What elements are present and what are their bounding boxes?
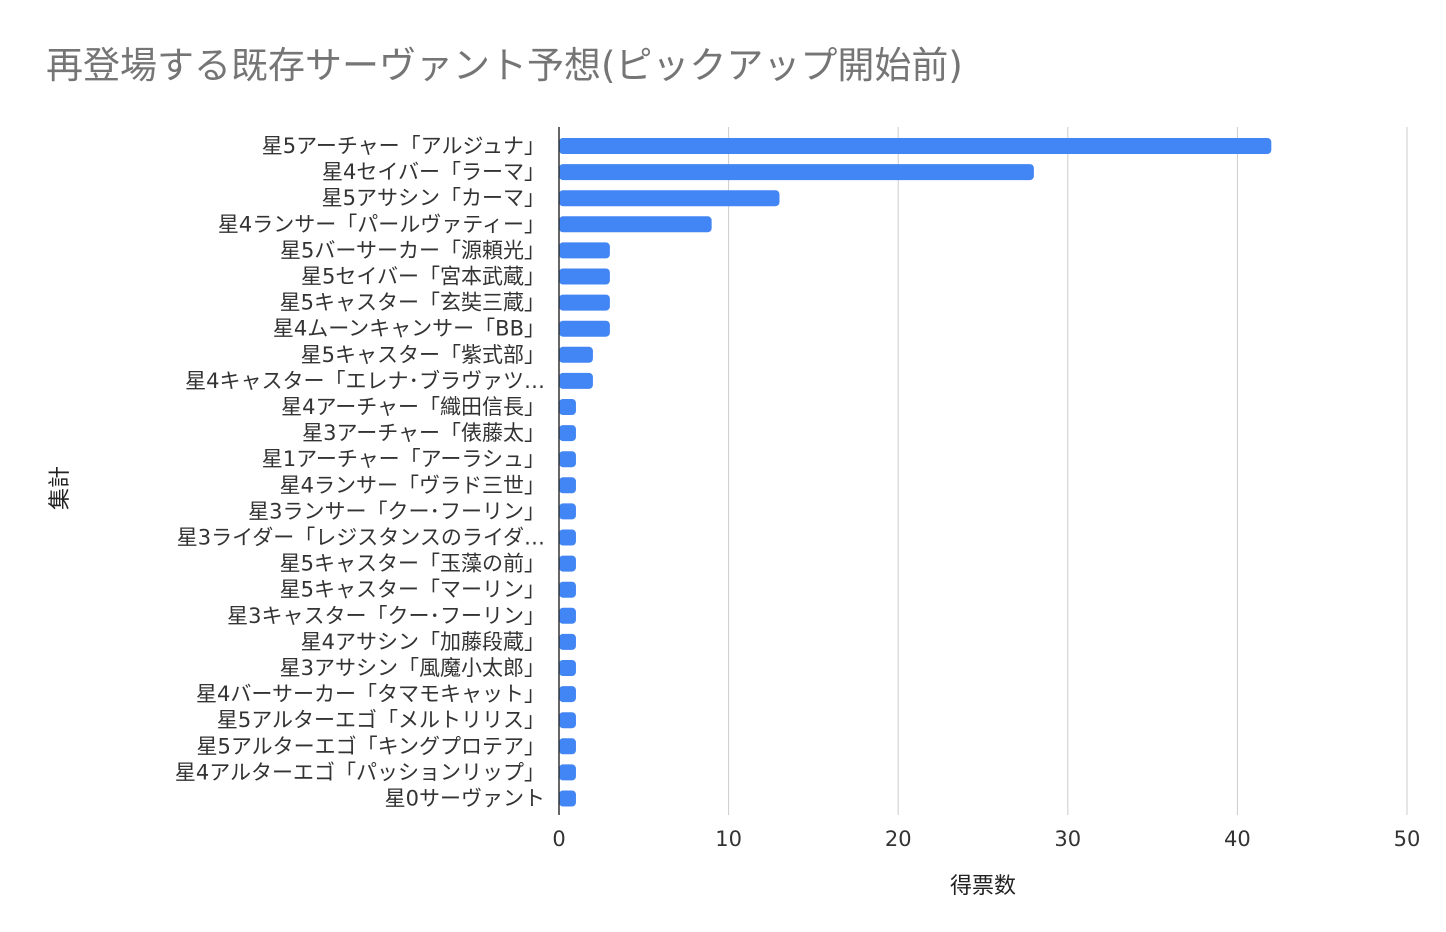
bar <box>559 164 1034 181</box>
bar <box>559 294 610 311</box>
bar <box>559 686 576 703</box>
bar <box>559 764 576 781</box>
x-axis-title: 得票数 <box>950 874 1016 899</box>
bar <box>559 216 712 233</box>
x-tick-label: 10 <box>715 827 742 851</box>
bar <box>559 581 576 598</box>
category-labels: 星5アーチャー「アルジュナ」星4セイバー「ラーマ」星5アサシン「カーマ」星4ラン… <box>175 134 545 811</box>
category-label: 星4セイバー「ラーマ」 <box>322 160 545 184</box>
bar <box>559 425 576 442</box>
x-tick-label: 0 <box>552 827 565 851</box>
bars <box>559 138 1272 807</box>
category-label: 星4キャスター「エレナ･ブラヴァツ… <box>185 369 545 393</box>
x-tick-label: 20 <box>885 827 912 851</box>
bar <box>559 738 576 755</box>
category-label: 星5キャスター「玄奘三蔵」 <box>280 291 545 315</box>
bar <box>559 607 576 624</box>
category-label: 星4ムーンキャンサー「BB」 <box>273 317 545 341</box>
bar <box>559 268 610 285</box>
category-label: 星4アルターエゴ「パッションリップ」 <box>175 760 545 784</box>
grid-lines <box>728 127 1408 815</box>
category-label: 星0サーヴァント <box>385 787 545 811</box>
category-label: 星5バーサーカー「源頼光」 <box>280 238 545 262</box>
bar <box>559 242 610 259</box>
bar <box>559 399 576 415</box>
x-tick-label: 50 <box>1394 827 1421 851</box>
category-label: 星4アーチャー「織田信長」 <box>281 395 545 419</box>
category-label: 星5キャスター「玉藻の前」 <box>280 552 545 576</box>
bar <box>559 346 593 363</box>
category-label: 星4ランサー「ヴラド三世」 <box>280 473 545 497</box>
category-label: 星1アーチャー「アーラシュ」 <box>262 447 545 471</box>
chart-title: 再登場する既存サーヴァント予想(ピックアップ開始前) <box>46 44 963 87</box>
bar <box>559 555 576 572</box>
bar <box>559 320 610 337</box>
x-tick-labels: 0 10 20 30 40 50 <box>552 827 1420 851</box>
category-label: 星5アルターエゴ「メルトリリス」 <box>217 708 545 732</box>
category-label: 星3アサシン「風魔小太郎」 <box>280 656 545 680</box>
category-label: 星3アーチャー「俵藤太」 <box>302 421 545 445</box>
bar <box>559 138 1272 154</box>
category-label: 星3キャスター「クー･フーリン」 <box>227 604 545 628</box>
bar <box>559 660 576 676</box>
category-label: 星5アーチャー「アルジュナ」 <box>262 134 545 158</box>
bar <box>559 712 576 729</box>
y-axis-title: 集計 <box>48 466 73 510</box>
category-label: 星5アサシン「カーマ」 <box>322 186 545 210</box>
bar <box>559 451 576 468</box>
bar <box>559 503 576 520</box>
category-label: 星3ライダー「レジスタンスのライダ… <box>177 526 545 550</box>
category-label: 星5キャスター「マーリン」 <box>280 578 545 602</box>
category-label: 星4バーサーカー「タマモキャット」 <box>196 682 545 706</box>
bar <box>559 790 576 807</box>
bar <box>559 190 780 207</box>
category-label: 星4ランサー「パールヴァティー」 <box>218 212 545 236</box>
category-label: 星5キャスター「紫式部」 <box>301 343 545 367</box>
x-tick-label: 30 <box>1054 827 1081 851</box>
category-label: 星3ランサー「クー･フーリン」 <box>248 499 545 523</box>
category-label: 星5アルターエゴ「キングプロテア」 <box>196 734 545 758</box>
category-label: 星5セイバー「宮本武蔵」 <box>301 265 545 289</box>
x-tick-label: 40 <box>1224 827 1251 851</box>
bar <box>559 477 576 494</box>
bar <box>559 529 576 546</box>
category-label: 星4アサシン「加藤段蔵」 <box>301 630 545 654</box>
bar <box>559 633 576 650</box>
bar <box>559 372 593 389</box>
